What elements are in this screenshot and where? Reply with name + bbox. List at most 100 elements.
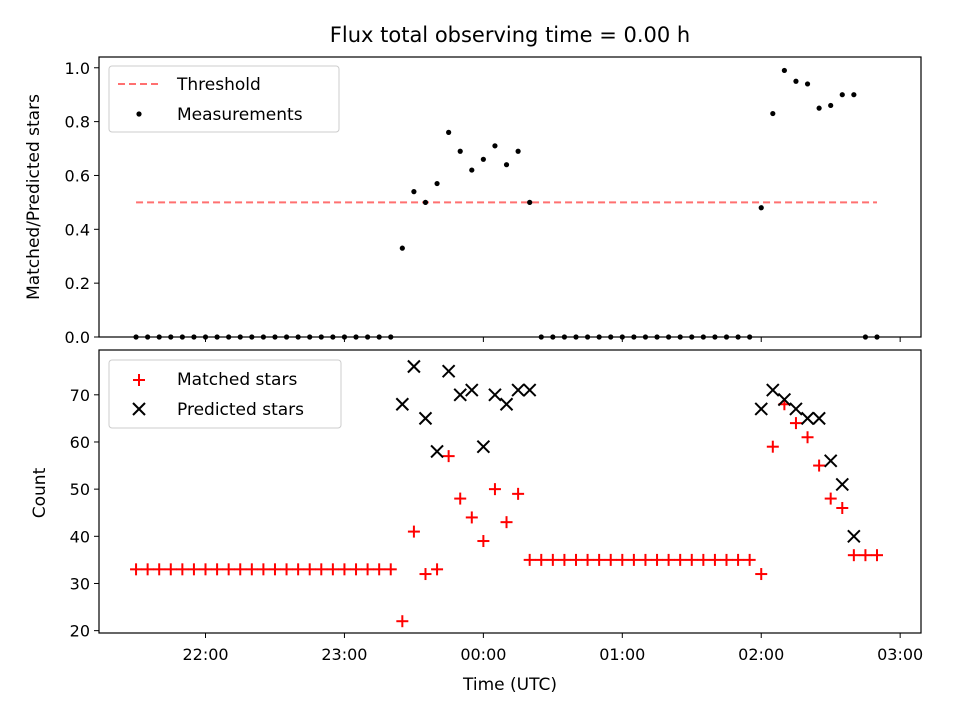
top-legend: Threshold Measurements xyxy=(108,65,340,133)
measurement-point xyxy=(527,199,533,205)
measurement-point xyxy=(492,143,498,149)
matched-star-point xyxy=(743,553,756,566)
predicted-star-point xyxy=(800,411,815,426)
measurement-point xyxy=(781,67,787,74)
predicted-star-point xyxy=(847,529,861,544)
predicted-star-point xyxy=(465,383,479,397)
matched-star-point xyxy=(732,553,745,566)
bottom-data-layer xyxy=(130,359,884,628)
measurement-point xyxy=(770,110,776,117)
matched-star-point xyxy=(836,502,849,515)
bottom-legend-box xyxy=(108,359,342,429)
x-tick-label: 02:00 xyxy=(738,645,784,664)
legend-predicted-label: Predicted stars xyxy=(177,400,304,420)
measurement-point xyxy=(480,156,486,162)
matched-star-point xyxy=(234,563,247,576)
top-axes: Matched/Predicted stars 0.0 0.2 0.4 0.6 0.8 1… xyxy=(24,56,922,347)
top-y-tick-label: 0.6 xyxy=(65,166,90,185)
bottom-y-tick-label: 20 xyxy=(70,622,90,641)
measurement-point xyxy=(411,189,417,195)
predicted-star-point xyxy=(789,402,803,416)
bottom-y-tick-label: 40 xyxy=(70,527,90,546)
matched-star-point xyxy=(523,553,536,566)
matched-star-point xyxy=(373,563,386,576)
legend-measurements-swatch xyxy=(136,111,142,117)
matched-star-point xyxy=(280,563,293,576)
matched-star-point xyxy=(766,440,779,453)
x-tick-label: 23:00 xyxy=(321,645,367,664)
bottom-y-tick-label: 30 xyxy=(70,574,90,593)
predicted-star-point xyxy=(476,439,491,454)
measurement-point xyxy=(469,167,475,173)
matched-star-point xyxy=(303,563,316,576)
matched-star-point xyxy=(176,563,189,576)
matched-star-point xyxy=(141,563,154,576)
top-axes-frame xyxy=(98,56,922,338)
bottom-legend: Matched stars Predicted stars xyxy=(108,359,342,429)
matched-star-point xyxy=(338,563,351,576)
matched-star-point xyxy=(407,525,420,538)
measurement-point xyxy=(399,245,405,251)
legend-matched-swatch xyxy=(133,374,145,386)
predicted-star-point xyxy=(522,383,537,397)
matched-star-point xyxy=(558,553,571,566)
matched-star-point xyxy=(697,553,710,566)
measurement-point xyxy=(828,102,834,109)
measurement-point xyxy=(804,81,811,87)
predicted-star-point xyxy=(453,388,467,402)
predicted-star-point xyxy=(777,392,792,407)
x-axis-label: Time (UTC) xyxy=(462,675,557,695)
legend-threshold-label: Threshold xyxy=(176,75,261,95)
bottom-y-axis-label: Count xyxy=(30,467,50,518)
predicted-star-point xyxy=(441,364,456,378)
measurement-point xyxy=(434,180,440,187)
matched-star-point xyxy=(859,549,872,562)
matched-star-point xyxy=(674,553,687,566)
matched-star-point xyxy=(245,563,258,576)
top-y-axis-label: Matched/Predicted stars xyxy=(24,94,44,300)
x-tick-label: 03:00 xyxy=(877,645,923,664)
predicted-star-point xyxy=(511,383,525,397)
matched-star-point xyxy=(871,549,884,562)
matched-star-point xyxy=(488,483,501,496)
matched-star-point xyxy=(581,553,594,566)
matched-star-point xyxy=(639,553,652,566)
bottom-y-tick-label: 50 xyxy=(70,480,90,499)
matched-star-point xyxy=(801,431,814,444)
matched-star-point xyxy=(211,563,224,576)
bottom-y-tick-label: 60 xyxy=(70,433,90,452)
matched-star-point xyxy=(257,563,270,576)
legend-matched-label: Matched stars xyxy=(177,370,297,390)
matched-star-point xyxy=(396,615,409,628)
matched-star-point xyxy=(535,553,548,566)
matched-star-point xyxy=(431,563,444,576)
measurement-point xyxy=(457,148,463,154)
x-tick-label: 22:00 xyxy=(182,645,228,664)
top-x-ticks xyxy=(205,337,901,342)
measurement-point xyxy=(758,205,764,211)
matched-star-point xyxy=(315,563,328,576)
top-y-tick-label: 0.4 xyxy=(65,220,90,239)
top-y-tick-label: 0.8 xyxy=(65,113,90,132)
predicted-star-point xyxy=(754,402,768,416)
matched-star-point xyxy=(651,553,664,566)
x-tick-label: 01:00 xyxy=(599,645,645,664)
top-y-tick-label: 0.2 xyxy=(65,274,90,293)
matched-star-point xyxy=(813,459,826,472)
bottom-y-ticks: 20 30 40 50 60 70 xyxy=(70,386,99,641)
measurement-point xyxy=(515,148,521,154)
matched-star-point xyxy=(569,553,582,566)
predicted-star-point xyxy=(499,397,514,411)
matched-star-point xyxy=(130,563,143,576)
bottom-x-ticks: 22:00 23:00 00:00 01:00 02:00 03:00 xyxy=(182,633,923,664)
matched-star-point xyxy=(500,516,513,529)
top-y-ticks: 0.0 0.2 0.4 0.6 0.8 1.0 xyxy=(65,59,99,347)
matched-star-point xyxy=(755,568,768,581)
matched-star-point xyxy=(454,492,467,505)
matched-star-point xyxy=(361,563,374,576)
matched-star-point xyxy=(685,553,698,566)
bottom-axes: Count Time (UTC) 20 30 40 50 60 70 22:00 23:00… xyxy=(30,349,923,695)
matched-star-point xyxy=(187,563,200,576)
matched-star-point xyxy=(350,563,363,576)
